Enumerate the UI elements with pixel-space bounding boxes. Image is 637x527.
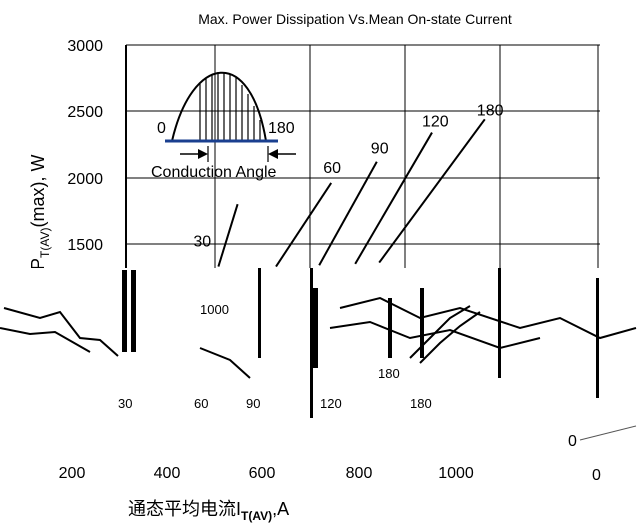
chart-title: Max. Power Dissipation Vs.Mean On-state … bbox=[198, 11, 512, 27]
series-label-30: 30 bbox=[193, 234, 211, 251]
series-label-60: 60 bbox=[323, 160, 341, 177]
x-axis-title-subscript: T(AV) bbox=[241, 509, 272, 523]
half-sine-curve bbox=[171, 71, 267, 142]
y-axis-title-main: P bbox=[28, 258, 48, 270]
y-tick-label: 3000 bbox=[67, 38, 103, 55]
inset-left-label: 0 bbox=[157, 120, 166, 137]
hatch-lines bbox=[199, 72, 261, 141]
series-label-180: 180 bbox=[477, 102, 504, 119]
y-tick-label: 1500 bbox=[67, 237, 103, 254]
stray-zero-label: 0 bbox=[592, 467, 601, 484]
x-axis-title-unit: ,A bbox=[272, 499, 289, 519]
series-label-120: 120 bbox=[422, 114, 449, 131]
y-tick-label: 2500 bbox=[67, 104, 103, 121]
series-line-90 bbox=[318, 161, 378, 266]
y-tick-labels: 3000 2500 2000 1500 bbox=[67, 38, 103, 254]
series-label-90: 90 bbox=[371, 141, 389, 158]
x-axis-title-main: 通态平均电流I bbox=[128, 499, 241, 519]
x-tick-label: 400 bbox=[154, 465, 181, 482]
stray-fragment bbox=[579, 425, 637, 441]
y-axis-title-tail: (max), W bbox=[28, 155, 48, 228]
series-layer: 30 60 90 120 180 bbox=[193, 102, 504, 268]
arrowhead-right-icon bbox=[198, 149, 208, 159]
series-line-60 bbox=[275, 182, 333, 268]
inset-right-label: 180 bbox=[268, 120, 295, 137]
series-line-30 bbox=[217, 203, 239, 267]
x-tick-label: 800 bbox=[346, 465, 373, 482]
x-tick-label: 600 bbox=[249, 465, 276, 482]
series-line-120 bbox=[354, 132, 433, 265]
y-axis-title: PT(AV)(max), W bbox=[28, 155, 52, 270]
inset-caption: Conduction Angle bbox=[151, 164, 277, 181]
y-tick-label: 2000 bbox=[67, 171, 103, 188]
conduction-angle-inset: 0 180 Conduction Angle bbox=[151, 71, 296, 181]
x-tick-label: 1000 bbox=[438, 465, 474, 482]
arrowhead-left-icon bbox=[268, 149, 278, 159]
x-axis-title: 通态平均电流IT(AV),A bbox=[128, 499, 289, 523]
plot-area bbox=[125, 44, 600, 268]
x-tick-labels: 200 400 600 800 1000 bbox=[59, 465, 474, 482]
series-line-180 bbox=[378, 118, 486, 264]
y-axis-title-subscript: T(AV) bbox=[38, 228, 52, 258]
stray-zero-label: 0 bbox=[568, 433, 577, 450]
x-tick-label: 200 bbox=[59, 465, 86, 482]
